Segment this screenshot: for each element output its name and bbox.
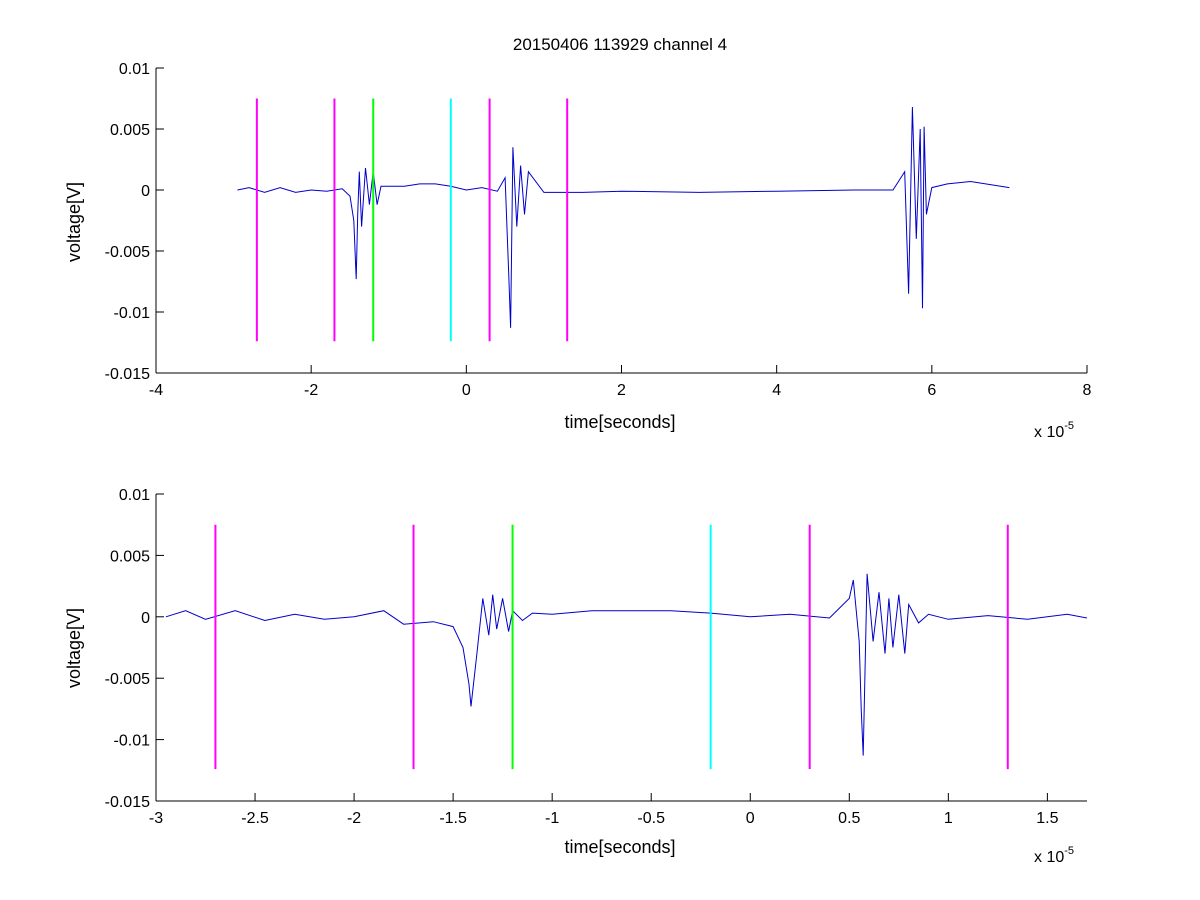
x-tick-label: 1 [944, 810, 953, 827]
x-tick-label: 1.5 [1036, 810, 1058, 827]
voltage-series-line [165, 573, 1087, 756]
x-tick-label: 4 [772, 382, 781, 399]
x-tick-label: -2 [304, 382, 318, 399]
top-chart-panel: 20150406 113929 channel 4 time[seconds] … [64, 35, 1092, 441]
voltage-series-line [237, 106, 1010, 328]
y-tick-label: 0 [141, 610, 150, 627]
plot-area [237, 98, 1010, 342]
x-tick-label: 2 [617, 382, 626, 399]
x-tick-label: -0.5 [637, 810, 665, 827]
y-tick-label: 0.01 [119, 61, 150, 78]
x-tick-label: 0 [746, 810, 755, 827]
bottom-chart-panel: time[seconds] voltage[V] x 10-5 -3 -2.5 -2… [64, 487, 1087, 866]
x-tick-label: 6 [927, 382, 936, 399]
x-axis-label: time[seconds] [564, 412, 675, 432]
y-tick-label: -0.015 [105, 366, 150, 383]
x-exponent-label: x 10-5 [1034, 420, 1074, 441]
y-tick-label: 0 [141, 183, 150, 200]
y-tick-label: 0.005 [110, 122, 150, 139]
y-axis-label: voltage[V] [64, 182, 84, 262]
x-tick-label: -4 [149, 382, 163, 399]
y-tick-label: -0.005 [105, 244, 150, 261]
y-tick-label: -0.01 [114, 733, 151, 750]
chart-title: 20150406 113929 channel 4 [513, 35, 727, 54]
x-tick-label: -1 [545, 810, 559, 827]
x-tick-label: -3 [149, 810, 163, 827]
x-tick-label: -1.5 [439, 810, 467, 827]
x-tick-label: 0 [462, 382, 471, 399]
y-tick-label: -0.015 [105, 794, 150, 811]
x-tick-label: 8 [1083, 382, 1092, 399]
y-tick-label: -0.005 [105, 671, 150, 688]
x-axis-label: time[seconds] [564, 837, 675, 857]
x-tick-label: 0.5 [838, 810, 860, 827]
x-tick-label: -2.5 [241, 810, 269, 827]
y-tick-label: -0.01 [114, 305, 151, 322]
y-tick-label: 0.01 [119, 487, 150, 504]
x-exponent-label: x 10-5 [1034, 845, 1074, 866]
y-axis-label: voltage[V] [64, 608, 84, 688]
plot-area [165, 524, 1087, 770]
y-tick-label: 0.005 [110, 548, 150, 565]
x-tick-label: -2 [347, 810, 361, 827]
